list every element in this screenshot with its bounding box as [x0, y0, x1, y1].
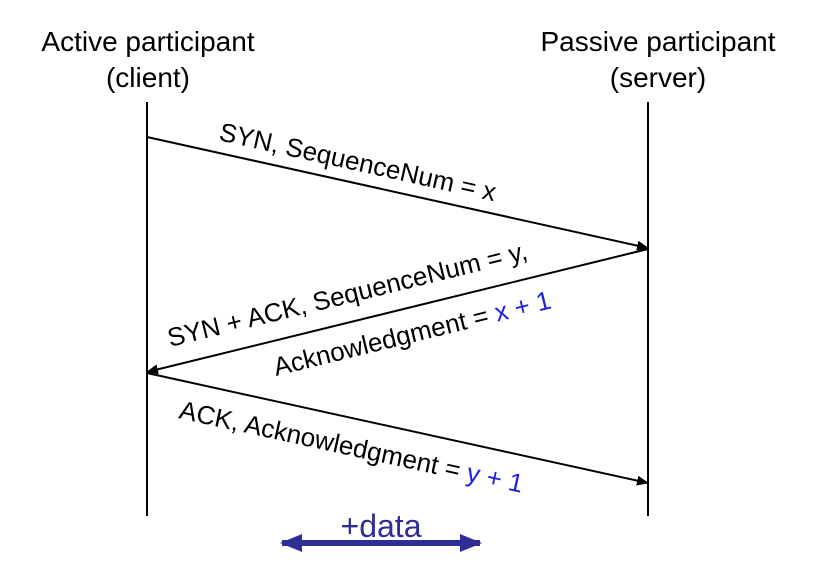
synack-ack-value: x + 1 [491, 285, 554, 328]
ack-arrow [146, 372, 649, 486]
data-label: +data [341, 508, 422, 544]
syn-arrow [146, 136, 649, 251]
server-subtitle: (server) [609, 62, 707, 93]
synack-arrow [146, 248, 649, 375]
server-title: Passive participant [540, 26, 776, 57]
ack-label: ACK, Acknowledgment = y + 1 [177, 395, 527, 499]
server-header: Passive participant (server) [500, 24, 816, 96]
ack-value: y + 1 [464, 457, 526, 498]
client-header: Active participant (client) [0, 24, 296, 96]
client-title: Active participant [41, 26, 255, 57]
client-subtitle: (client) [105, 62, 190, 93]
ack-prefix: ACK, Acknowledgment = [177, 395, 471, 487]
